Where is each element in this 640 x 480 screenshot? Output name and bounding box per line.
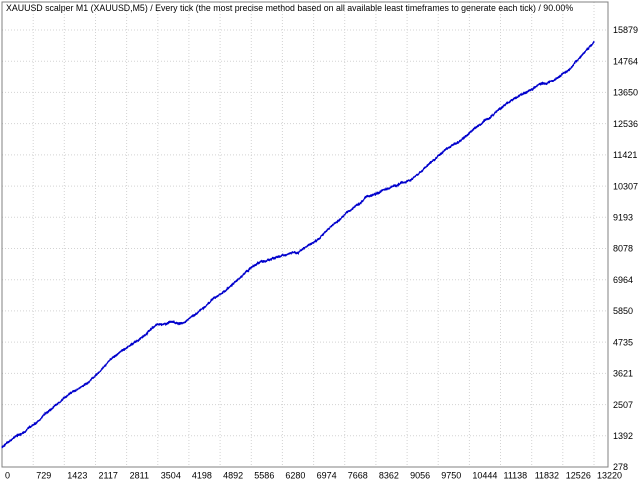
svg-text:11832: 11832 [535, 471, 559, 480]
svg-text:15879: 15879 [613, 25, 638, 35]
svg-text:12526: 12526 [566, 471, 591, 480]
svg-text:1423: 1423 [67, 471, 87, 480]
svg-text:5586: 5586 [254, 471, 274, 480]
svg-text:9750: 9750 [441, 471, 461, 480]
svg-text:1392: 1392 [613, 431, 633, 441]
svg-text:2811: 2811 [130, 471, 149, 480]
svg-text:6964: 6964 [613, 275, 633, 285]
svg-text:12536: 12536 [613, 119, 638, 129]
svg-text:10444: 10444 [472, 471, 497, 480]
svg-text:5850: 5850 [613, 306, 633, 316]
svg-text:2117: 2117 [99, 471, 118, 480]
svg-text:XAUUSD scalper M1 (XAUUSD,M5): XAUUSD scalper M1 (XAUUSD,M5) / Every ti… [6, 3, 573, 13]
svg-text:14764: 14764 [613, 56, 638, 66]
svg-text:3621: 3621 [613, 369, 633, 379]
svg-text:7668: 7668 [348, 471, 368, 480]
svg-text:4198: 4198 [192, 471, 212, 480]
svg-text:278: 278 [613, 462, 628, 472]
svg-text:10307: 10307 [613, 181, 638, 191]
svg-text:13650: 13650 [613, 88, 638, 98]
svg-text:0: 0 [5, 471, 10, 480]
svg-text:8078: 8078 [613, 244, 633, 254]
svg-text:4892: 4892 [223, 471, 243, 480]
svg-text:11421: 11421 [613, 150, 637, 160]
svg-text:4735: 4735 [613, 337, 633, 347]
svg-text:9056: 9056 [410, 471, 430, 480]
svg-text:729: 729 [36, 471, 51, 480]
svg-text:6974: 6974 [317, 471, 337, 480]
svg-text:6280: 6280 [285, 471, 305, 480]
svg-text:2507: 2507 [613, 400, 633, 410]
svg-text:9193: 9193 [613, 213, 633, 223]
svg-text:11138: 11138 [504, 471, 528, 480]
svg-text:3504: 3504 [161, 471, 181, 480]
svg-text:8362: 8362 [379, 471, 399, 480]
